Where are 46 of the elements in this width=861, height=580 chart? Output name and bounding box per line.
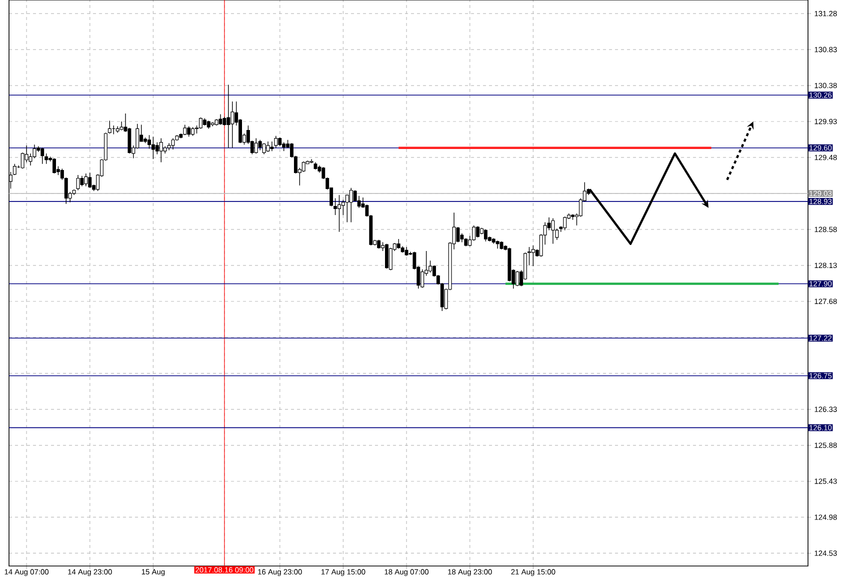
candlestick bbox=[88, 172, 92, 188]
candlestick bbox=[428, 260, 432, 273]
candlestick bbox=[120, 121, 124, 131]
candlestick bbox=[496, 240, 500, 249]
candlestick bbox=[456, 226, 460, 243]
candlestick bbox=[270, 141, 274, 152]
candlestick bbox=[420, 269, 424, 288]
candlestick bbox=[334, 198, 338, 216]
candlestick bbox=[155, 142, 159, 155]
candlestick bbox=[40, 148, 44, 164]
candlestick bbox=[80, 176, 84, 187]
candlestick bbox=[516, 270, 520, 287]
candlestick bbox=[198, 117, 202, 130]
candlestick bbox=[52, 158, 56, 174]
candlestick bbox=[551, 218, 555, 244]
candlestick bbox=[476, 226, 480, 238]
candlestick bbox=[187, 126, 191, 138]
candlestick bbox=[218, 114, 222, 126]
candlestick bbox=[528, 246, 531, 266]
candlestick bbox=[258, 140, 262, 151]
candlestick bbox=[12, 164, 16, 176]
candlestick bbox=[183, 124, 187, 136]
candlestick bbox=[167, 142, 171, 151]
candlestick bbox=[262, 142, 266, 155]
candlestick bbox=[266, 141, 270, 152]
candlestick bbox=[310, 158, 314, 164]
candlestick bbox=[302, 161, 306, 172]
candlestick bbox=[385, 243, 388, 269]
candlestick bbox=[148, 134, 151, 150]
candlestick bbox=[226, 84, 230, 148]
candlestick bbox=[44, 153, 48, 164]
candlestick bbox=[563, 216, 567, 231]
candlestick bbox=[396, 238, 400, 249]
candlestick bbox=[108, 120, 112, 134]
candlestick bbox=[171, 138, 175, 150]
candlestick bbox=[274, 136, 278, 148]
candlestick bbox=[151, 136, 155, 160]
candlestick bbox=[484, 229, 488, 242]
candlestick bbox=[159, 138, 163, 163]
candlestick bbox=[254, 138, 258, 154]
candlestick bbox=[388, 247, 392, 271]
candlestick bbox=[76, 174, 80, 191]
candlestick bbox=[531, 245, 535, 267]
candlestick bbox=[349, 188, 353, 223]
candlestick bbox=[338, 194, 341, 232]
candlestick bbox=[84, 173, 88, 187]
